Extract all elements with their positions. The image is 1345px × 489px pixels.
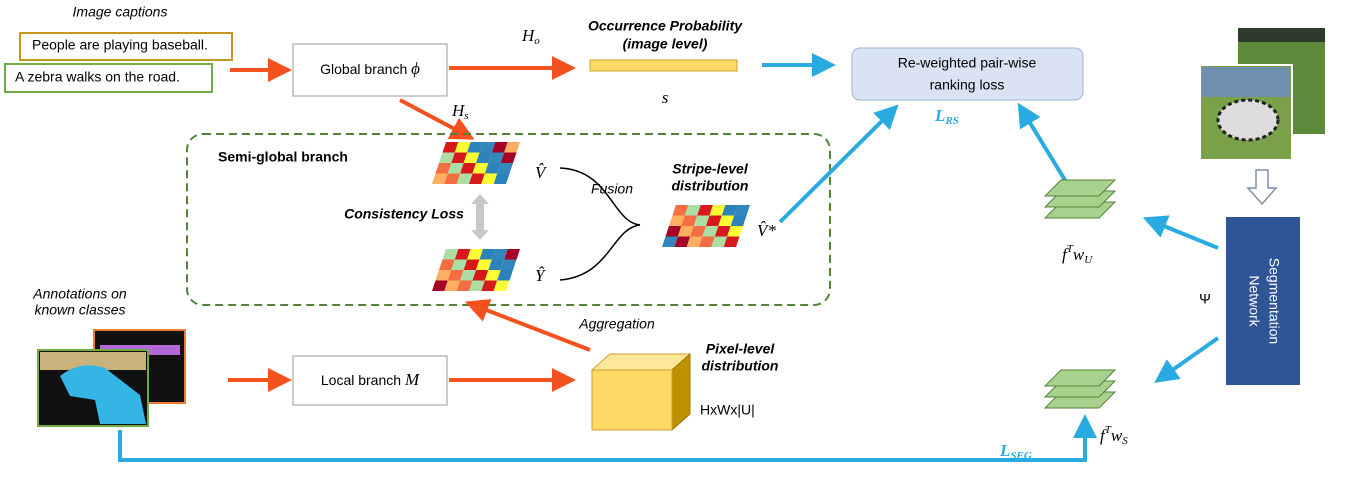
arrow [1164, 338, 1218, 376]
l-rs: LRS [934, 106, 959, 127]
consistency-arrow [471, 194, 489, 240]
h-s: Hs [451, 101, 469, 122]
consistency-label: Consistency Loss [344, 206, 464, 222]
f-ws: fTwS [1100, 424, 1128, 447]
segmentation-label: Network [1246, 275, 1262, 327]
photo-detail [1238, 28, 1325, 42]
annotations-label: Annotations on [32, 286, 127, 302]
occurrence-bar [590, 60, 737, 71]
y-hat: Ŷ [535, 266, 546, 285]
caption: People are playing baseball. [32, 37, 208, 53]
f-wu: fTwU [1062, 243, 1093, 266]
fusion-label: Fusion [591, 181, 633, 197]
heatmap [432, 142, 520, 184]
feature-stack [1045, 370, 1115, 408]
photo-detail [1218, 100, 1278, 140]
annotations-label: known classes [34, 302, 125, 318]
l-seg: LSEG [999, 441, 1032, 462]
psi: Ψ [1199, 291, 1211, 307]
caption: A zebra walks on the road. [15, 69, 180, 85]
photo-detail [1202, 67, 1290, 97]
occurrence-label: Occurrence Probability [588, 18, 743, 34]
arrow [1024, 113, 1068, 185]
s-symbol: s [662, 88, 669, 107]
ranking-loss: ranking loss [930, 77, 1005, 93]
ranking-loss: Re-weighted pair-wise [898, 55, 1037, 71]
captions-title: Image captions [73, 4, 168, 20]
arrow [780, 113, 890, 222]
local-branch: Local branch M [321, 370, 420, 389]
h-o: Ho [521, 26, 540, 47]
cube-front [592, 370, 672, 430]
v-star: V̂* [757, 221, 776, 240]
aggregation-label: Aggregation [578, 316, 655, 332]
pixel-shape: HxWx|U| [700, 402, 755, 418]
stripe-label: distribution [672, 178, 749, 194]
arrow [476, 306, 590, 350]
feature-stack [1045, 180, 1115, 218]
down-arrow [1248, 170, 1276, 204]
global-branch: Global branch ϕ [320, 59, 420, 78]
pixel-label: distribution [702, 358, 779, 374]
arrow [120, 426, 1085, 460]
stripe-label: Stripe-level [672, 161, 749, 177]
arrow [1154, 222, 1218, 248]
diagram: Image captions People are playing baseba… [0, 0, 1345, 489]
semi-global-title: Semi-global branch [218, 149, 348, 165]
occurrence-label: (image level) [623, 36, 708, 52]
heatmap [662, 205, 750, 247]
segmentation-label: Segmentation [1266, 258, 1282, 344]
v-hat: V̂ [535, 163, 548, 182]
heatmap [432, 249, 520, 291]
pixel-label: Pixel-level [706, 341, 776, 357]
